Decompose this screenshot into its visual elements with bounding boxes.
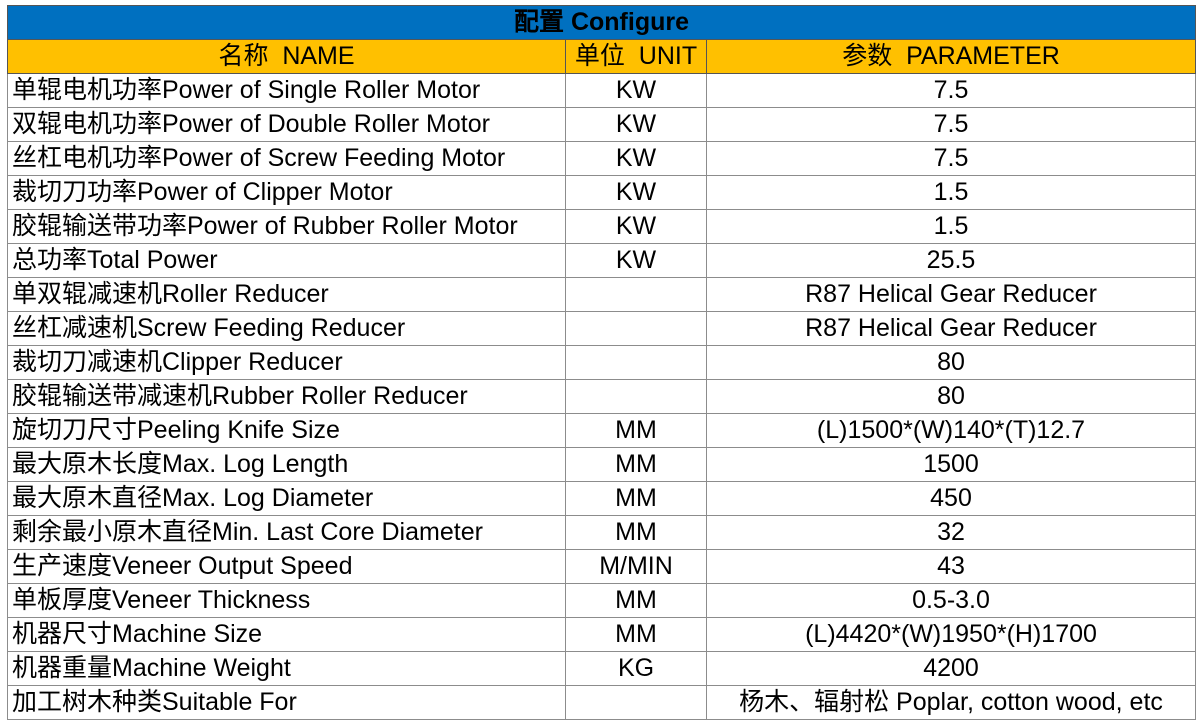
table-row: 丝杠减速机Screw Feeding Reducer R87 Helical Ge… — [7, 311, 1197, 346]
cell-parameter: (L)4420*(W)1950*(H)1700 — [705, 617, 1197, 652]
table-row: 单双辊减速机Roller Reducer R87 Helical Gear Red… — [7, 277, 1197, 312]
cell-unit: KW — [565, 141, 707, 176]
cell-unit — [565, 685, 707, 720]
config-table: 配置 Configure 名称 NAME 单位 UNIT 参数 PARAMETE… — [6, 5, 1197, 720]
title-row: 配置 Configure — [6, 5, 1197, 40]
cell-name: 裁切刀功率Power of Clipper Motor — [7, 175, 566, 210]
cell-unit: MM — [565, 617, 707, 652]
cell-parameter: 7.5 — [705, 141, 1197, 176]
cell-name: 加工树木种类Suitable For — [7, 685, 566, 720]
cell-parameter: 1.5 — [705, 209, 1197, 244]
cell-unit: MM — [565, 413, 707, 448]
cell-unit — [565, 345, 707, 380]
cell-name: 生产速度Veneer Output Speed — [7, 549, 566, 584]
cell-unit — [565, 277, 707, 312]
table-row: 生产速度Veneer Output Speed M/MIN 43 — [7, 549, 1197, 584]
cell-parameter: 80 — [705, 379, 1197, 414]
cell-parameter: 0.5-3.0 — [705, 583, 1197, 618]
cell-parameter: 4200 — [705, 651, 1197, 686]
table-row: 双辊电机功率Power of Double Roller Motor KW 7.5 — [7, 107, 1197, 142]
cell-name: 剩余最小原木直径Min. Last Core Diameter — [7, 515, 566, 550]
cell-parameter: 450 — [705, 481, 1197, 516]
cell-parameter: (L)1500*(W)140*(T)12.7 — [705, 413, 1197, 448]
cell-unit — [565, 379, 707, 414]
cell-unit: MM — [565, 447, 707, 482]
table-row: 裁切刀减速机Clipper Reducer 80 — [7, 345, 1197, 380]
cell-parameter: 25.5 — [705, 243, 1197, 278]
cell-name: 总功率Total Power — [7, 243, 566, 278]
column-header: 单位 UNIT — [565, 39, 707, 74]
cell-name: 机器尺寸Machine Size — [7, 617, 566, 652]
table-row: 最大原木直径Max. Log Diameter MM 450 — [7, 481, 1197, 516]
cell-unit: MM — [565, 583, 707, 618]
cell-name: 单双辊减速机Roller Reducer — [7, 277, 566, 312]
cell-unit — [565, 311, 707, 346]
table-row: 单辊电机功率Power of Single Roller Motor KW 7.5 — [7, 73, 1197, 108]
table-row: 单板厚度Veneer Thickness MM 0.5-3.0 — [7, 583, 1197, 618]
cell-unit: MM — [565, 515, 707, 550]
cell-name: 裁切刀减速机Clipper Reducer — [7, 345, 566, 380]
cell-unit: M/MIN — [565, 549, 707, 584]
cell-name: 丝杠电机功率Power of Screw Feeding Motor — [7, 141, 566, 176]
cell-name: 单辊电机功率Power of Single Roller Motor — [7, 73, 566, 108]
cell-parameter: 1.5 — [705, 175, 1197, 210]
table-row: 胶辊输送带减速机Rubber Roller Reducer 80 — [7, 379, 1197, 414]
cell-name: 最大原木长度Max. Log Length — [7, 447, 566, 482]
table-row: 胶辊输送带功率Power of Rubber Roller Motor KW 1.5 — [7, 209, 1197, 244]
cell-parameter: 32 — [705, 515, 1197, 550]
cell-unit: KW — [565, 107, 707, 142]
table-row: 丝杠电机功率Power of Screw Feeding Motor KW 7.5 — [7, 141, 1197, 176]
column-header: 名称 NAME — [7, 39, 566, 74]
cell-name: 最大原木直径Max. Log Diameter — [7, 481, 566, 516]
cell-unit: KG — [565, 651, 707, 686]
cell-name: 单板厚度Veneer Thickness — [7, 583, 566, 618]
cell-name: 旋切刀尺寸Peeling Knife Size — [7, 413, 566, 448]
table-row: 最大原木长度Max. Log Length MM 1500 — [7, 447, 1197, 482]
cell-unit: KW — [565, 73, 707, 108]
cell-parameter: R87 Helical Gear Reducer — [705, 277, 1197, 312]
cell-unit: MM — [565, 481, 707, 516]
cell-parameter: R87 Helical Gear Reducer — [705, 311, 1197, 346]
cell-unit: KW — [565, 175, 707, 210]
table-row: 机器尺寸Machine Size MM (L)4420*(W)1950*(H)170… — [7, 617, 1197, 652]
column-header: 参数 PARAMETER — [705, 39, 1197, 74]
cell-name: 双辊电机功率Power of Double Roller Motor — [7, 107, 566, 142]
table-row: 加工树木种类Suitable For 杨木、辐射松 Poplar, cotton … — [7, 685, 1197, 720]
cell-name: 胶辊输送带功率Power of Rubber Roller Motor — [7, 209, 566, 244]
table-row: 旋切刀尺寸Peeling Knife Size MM (L)1500*(W)140*… — [7, 413, 1197, 448]
cell-parameter: 43 — [705, 549, 1197, 584]
cell-parameter: 80 — [705, 345, 1197, 380]
table-title: 配置 Configure — [6, 5, 1197, 40]
cell-parameter: 杨木、辐射松 Poplar, cotton wood, etc — [705, 685, 1197, 720]
cell-unit: KW — [565, 209, 707, 244]
table-row: 裁切刀功率Power of Clipper Motor KW 1.5 — [7, 175, 1197, 210]
table-row: 剩余最小原木直径Min. Last Core Diameter MM 32 — [7, 515, 1197, 550]
cell-name: 胶辊输送带减速机Rubber Roller Reducer — [7, 379, 566, 414]
cell-parameter: 7.5 — [705, 73, 1197, 108]
cell-name: 丝杠减速机Screw Feeding Reducer — [7, 311, 566, 346]
cell-name: 机器重量Machine Weight — [7, 651, 566, 686]
header-row: 名称 NAME 单位 UNIT 参数 PARAMETER — [7, 39, 1197, 74]
cell-unit: KW — [565, 243, 707, 278]
cell-parameter: 1500 — [705, 447, 1197, 482]
table-row: 总功率Total Power KW 25.5 — [7, 243, 1197, 278]
cell-parameter: 7.5 — [705, 107, 1197, 142]
table-row: 机器重量Machine Weight KG 4200 — [7, 651, 1197, 686]
